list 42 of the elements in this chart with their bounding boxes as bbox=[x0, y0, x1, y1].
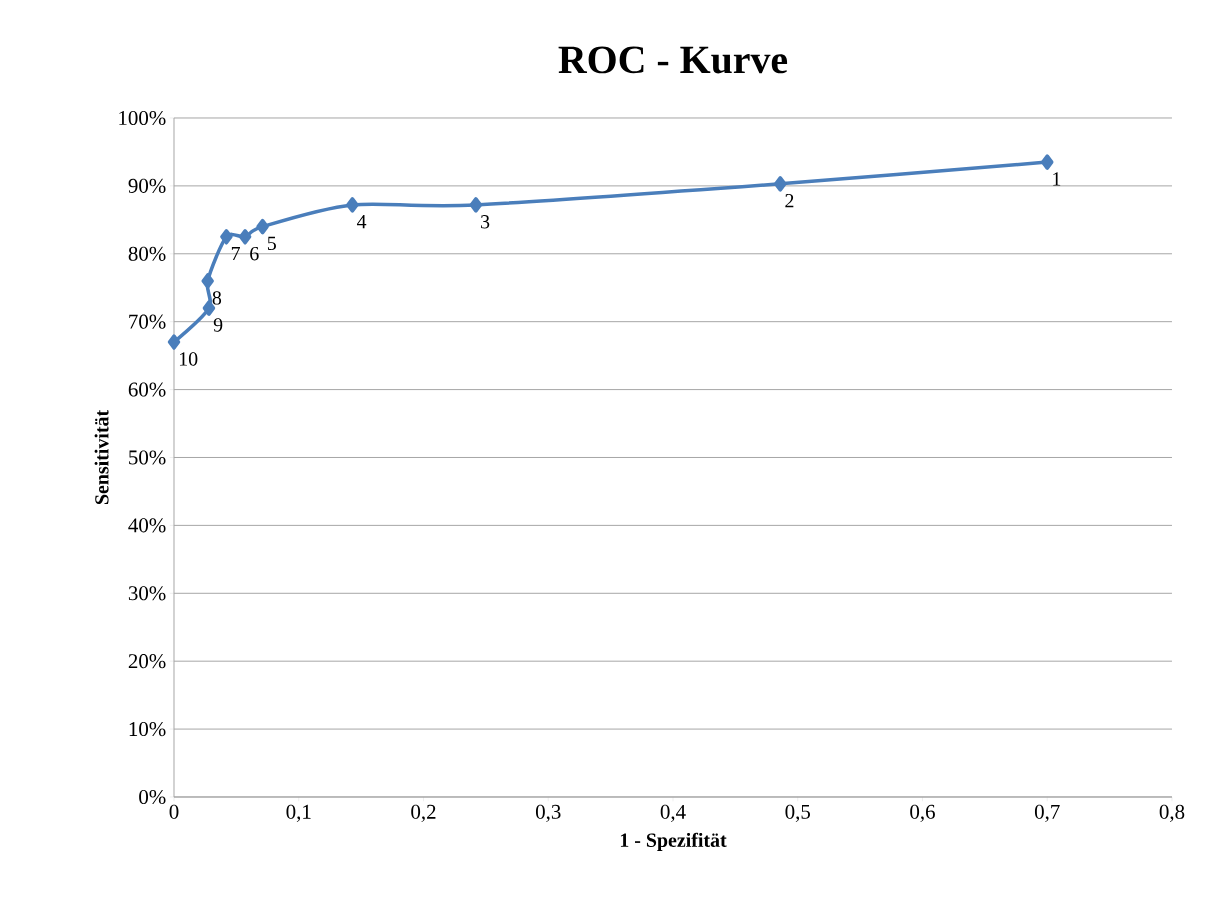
x-tick-label: 0,8 bbox=[1159, 804, 1185, 822]
y-tick-label: 20% bbox=[128, 654, 166, 669]
point bbox=[346, 197, 359, 213]
annotation: 9 bbox=[213, 318, 223, 332]
annotation: 10 bbox=[179, 352, 198, 366]
point bbox=[256, 218, 269, 235]
y-tick-label: 80% bbox=[128, 246, 166, 261]
x-tick-label: 0,1 bbox=[286, 804, 311, 822]
annotation: 8 bbox=[212, 291, 222, 305]
annotation: 1 bbox=[1053, 172, 1061, 186]
annotation: 6 bbox=[250, 247, 259, 261]
annotation: 4 bbox=[356, 215, 367, 229]
y-tick-label: 0% bbox=[139, 789, 166, 805]
annotation: 3 bbox=[481, 215, 490, 229]
y-axis-title: Sensitivität bbox=[94, 409, 109, 505]
annotation: 5 bbox=[267, 236, 276, 251]
x-tick-label: 0,7 bbox=[1034, 804, 1060, 822]
x-tick-label: 0,2 bbox=[411, 804, 436, 822]
annotation: 2 bbox=[785, 194, 794, 208]
x-tick-label: 0 bbox=[169, 804, 179, 819]
point bbox=[201, 273, 214, 289]
y-tick-label: 100% bbox=[119, 110, 166, 126]
y-tick-label: 30% bbox=[128, 586, 166, 601]
chart-title: ROC - Kurve bbox=[558, 46, 788, 74]
point bbox=[774, 176, 787, 192]
y-tick-label: 60% bbox=[128, 382, 166, 397]
point bbox=[1040, 154, 1054, 170]
x-axis-title: 1 - Spezifität bbox=[620, 832, 727, 851]
y-tick-label: 10% bbox=[129, 722, 166, 737]
point bbox=[469, 197, 483, 213]
x-tick-label: 0,6 bbox=[910, 804, 935, 822]
annotation: 7 bbox=[231, 247, 240, 261]
x-tick-label: 0,5 bbox=[785, 804, 810, 822]
x-tick-label: 0,4 bbox=[660, 804, 686, 822]
y-tick-label: 50% bbox=[129, 450, 166, 465]
x-tick-label: 0,3 bbox=[535, 804, 561, 822]
y-tick-label: 70% bbox=[129, 314, 166, 329]
y-tick-label: 40% bbox=[128, 518, 166, 533]
y-tick-label: 90% bbox=[128, 178, 166, 193]
point bbox=[167, 334, 181, 350]
point bbox=[238, 229, 252, 245]
point bbox=[220, 229, 233, 245]
